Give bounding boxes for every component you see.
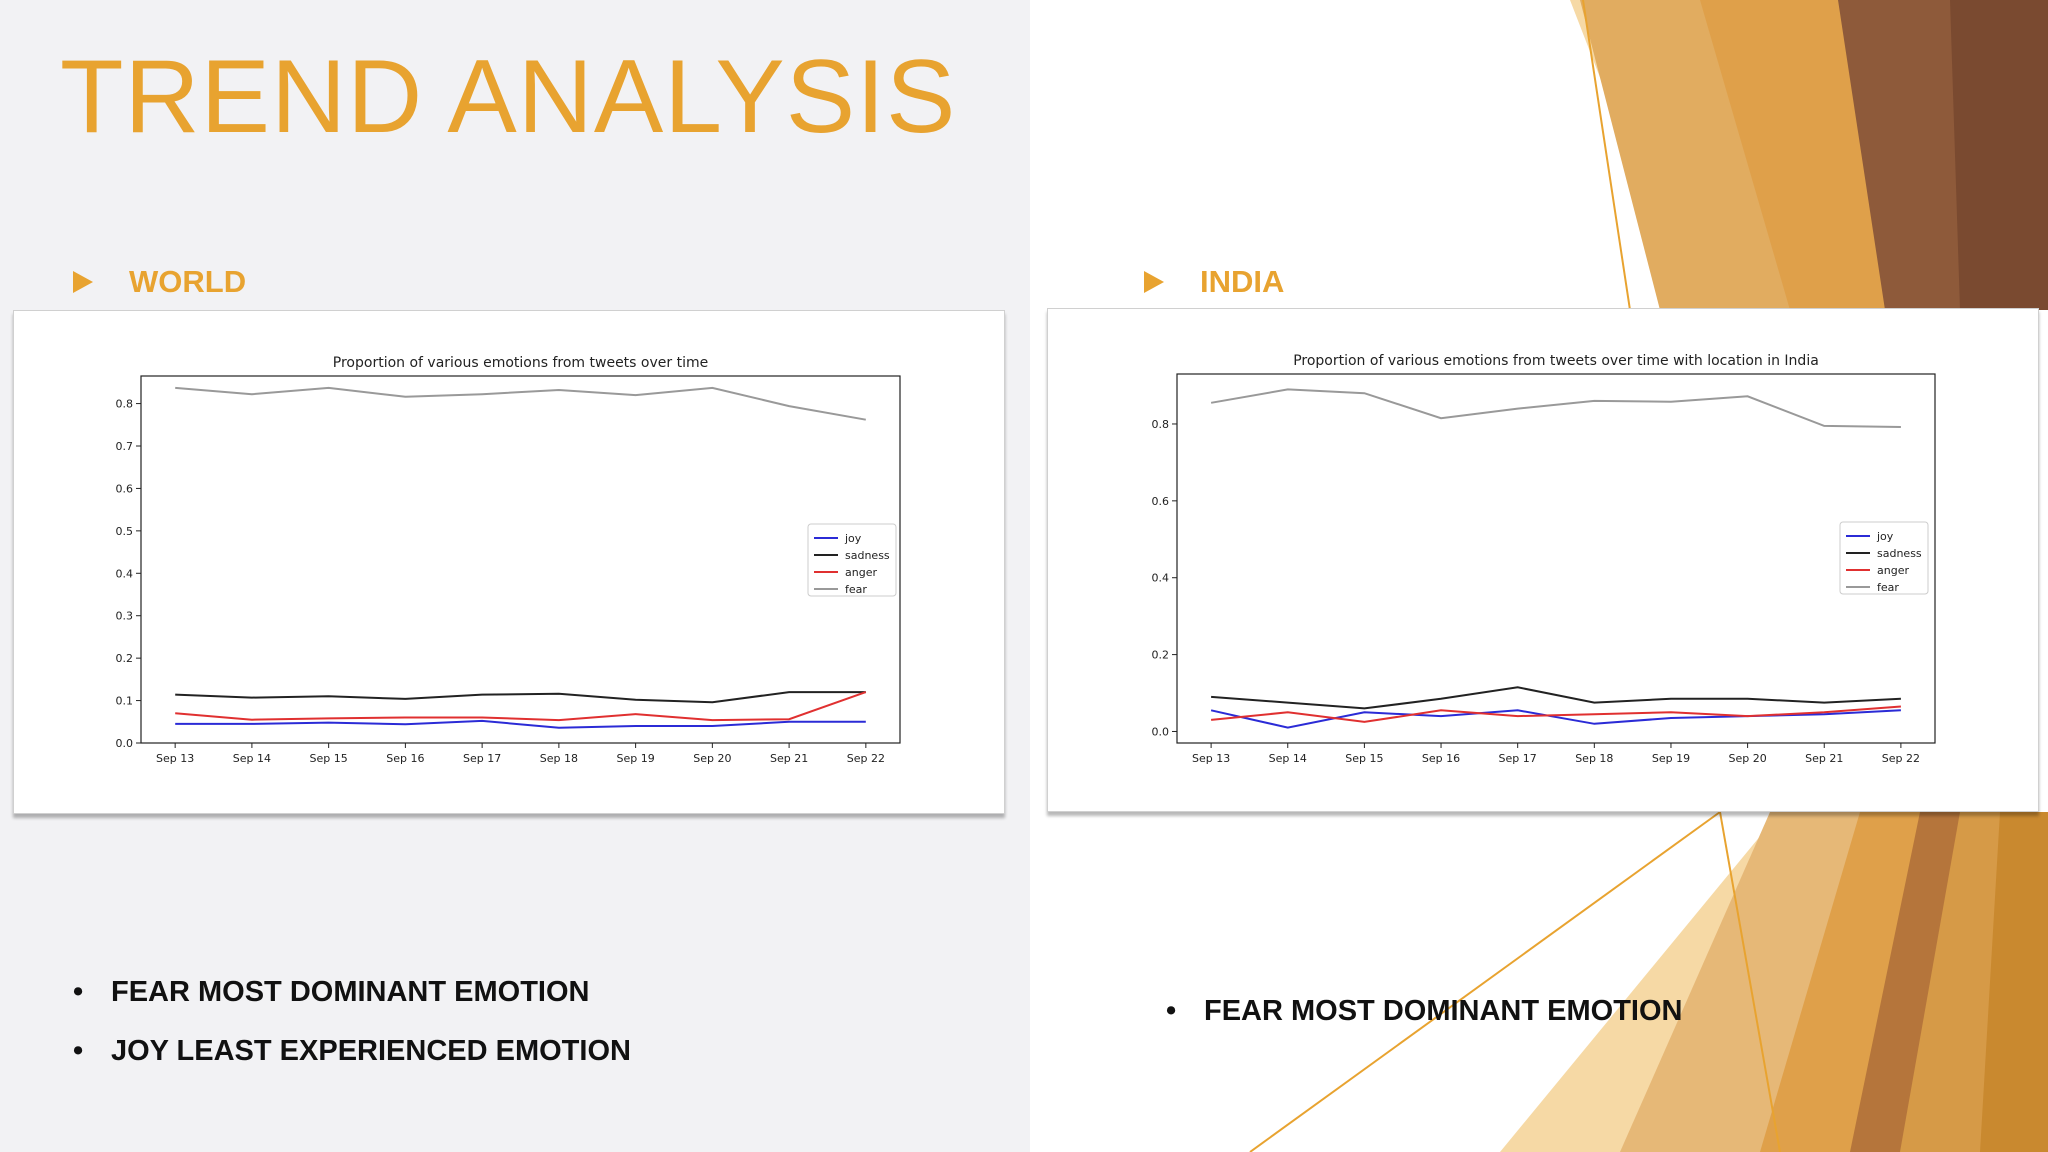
y-tick-label: 0.0: [116, 737, 134, 750]
x-tick-label: Sep 18: [540, 752, 578, 765]
series-line-anger: [1211, 705, 1901, 723]
x-tick-label: Sep 20: [693, 752, 731, 765]
x-tick-label: Sep 17: [1499, 752, 1537, 765]
bullet-text: JOY LEAST EXPERIENCED EMOTION: [111, 1035, 631, 1067]
series-line-fear: [1210, 388, 1901, 428]
bullet-dot-icon: •: [1166, 995, 1177, 1027]
bullet-dot-icon: •: [73, 1035, 84, 1067]
x-tick-label: Sep 21: [1805, 752, 1843, 765]
legend-label-sadness: sadness: [845, 549, 890, 562]
world-emotion-chart: Proportion of various emotions from twee…: [116, 355, 901, 765]
bullet-dot-icon: •: [73, 976, 84, 1008]
plot-frame: [140, 375, 901, 744]
india-bullet-list: • FEAR MOST DOMINANT EMOTION: [1166, 991, 1682, 1050]
x-tick-label: Sep 14: [1269, 752, 1307, 765]
chart-title: Proportion of various emotions from twee…: [1293, 353, 1819, 369]
bullet-text: FEAR MOST DOMINANT EMOTION: [111, 976, 590, 1008]
y-tick-label: 0.6: [1152, 495, 1170, 508]
y-tick-label: 0.2: [1152, 649, 1170, 662]
x-tick-label: Sep 22: [847, 752, 885, 765]
legend-label-joy: joy: [844, 532, 862, 545]
x-tick-label: Sep 21: [770, 752, 808, 765]
bullet-item: • FEAR MOST DOMINANT EMOTION: [73, 972, 631, 1031]
bullet-text: FEAR MOST DOMINANT EMOTION: [1204, 995, 1683, 1027]
legend-box: [1839, 521, 1929, 595]
y-tick-label: 0.5: [116, 525, 134, 538]
x-tick-label: Sep 19: [616, 752, 654, 765]
y-tick-label: 0.8: [116, 398, 134, 411]
section-label: INDIA: [1200, 264, 1285, 299]
series-line-sadness: [1211, 686, 1901, 710]
series-line-joy: [175, 719, 866, 729]
section-heading-india: INDIA: [1144, 262, 1284, 302]
legend-label-anger: anger: [845, 566, 877, 579]
y-tick-label: 0.3: [116, 610, 134, 623]
legend-label-joy: joy: [1876, 530, 1894, 543]
x-tick-label: Sep 18: [1575, 752, 1613, 765]
x-tick-label: Sep 15: [1345, 752, 1383, 765]
y-tick-label: 0.4: [116, 567, 134, 580]
y-tick-label: 0.4: [1152, 572, 1170, 585]
y-tick-label: 0.0: [1152, 725, 1170, 738]
x-tick-label: Sep 19: [1652, 752, 1690, 765]
x-tick-label: Sep 20: [1728, 752, 1766, 765]
triangle-right-icon: [1144, 271, 1164, 293]
bullet-item: • JOY LEAST EXPERIENCED EMOTION: [73, 1031, 631, 1090]
chart-legend: joy sadness anger fear: [807, 523, 897, 597]
world-chart-card: Proportion of various emotions from twee…: [13, 310, 1005, 814]
india-emotion-chart: Proportion of various emotions from twee…: [1152, 353, 1936, 765]
world-bullet-list: • FEAR MOST DOMINANT EMOTION • JOY LEAST…: [73, 972, 631, 1090]
legend-box: [807, 523, 897, 597]
series-line-sadness: [175, 691, 866, 704]
bullet-item: • FEAR MOST DOMINANT EMOTION: [1166, 991, 1682, 1050]
series-line-fear: [175, 386, 866, 421]
legend-label-anger: anger: [1877, 564, 1909, 577]
legend-label-fear: fear: [1877, 581, 1899, 594]
chart-title: Proportion of various emotions from twee…: [333, 355, 708, 371]
chart-legend: joy sadness anger fear: [1839, 521, 1929, 595]
y-tick-label: 0.2: [116, 652, 134, 665]
x-tick-label: Sep 15: [310, 752, 348, 765]
x-tick-label: Sep 14: [233, 752, 271, 765]
section-heading-world: WORLD: [73, 262, 246, 302]
y-tick-label: 0.6: [116, 482, 134, 495]
y-tick-label: 0.8: [1152, 418, 1170, 431]
triangle-right-icon: [73, 271, 93, 293]
x-tick-label: Sep 16: [1422, 752, 1460, 765]
india-chart-card: Proportion of various emotions from twee…: [1047, 308, 2039, 812]
series-line-anger: [175, 691, 867, 722]
legend-label-fear: fear: [845, 583, 867, 596]
x-tick-label: Sep 16: [386, 752, 424, 765]
plot-frame: [1176, 373, 1936, 744]
y-tick-label: 0.1: [116, 695, 134, 708]
section-label: WORLD: [129, 264, 247, 299]
y-tick-label: 0.7: [116, 440, 134, 453]
slide-title: TREND ANALYSIS: [60, 39, 957, 155]
x-tick-label: Sep 13: [1192, 752, 1230, 765]
legend-label-sadness: sadness: [1877, 547, 1922, 560]
x-tick-label: Sep 22: [1882, 752, 1920, 765]
x-tick-label: Sep 17: [463, 752, 501, 765]
x-tick-label: Sep 13: [156, 752, 194, 765]
